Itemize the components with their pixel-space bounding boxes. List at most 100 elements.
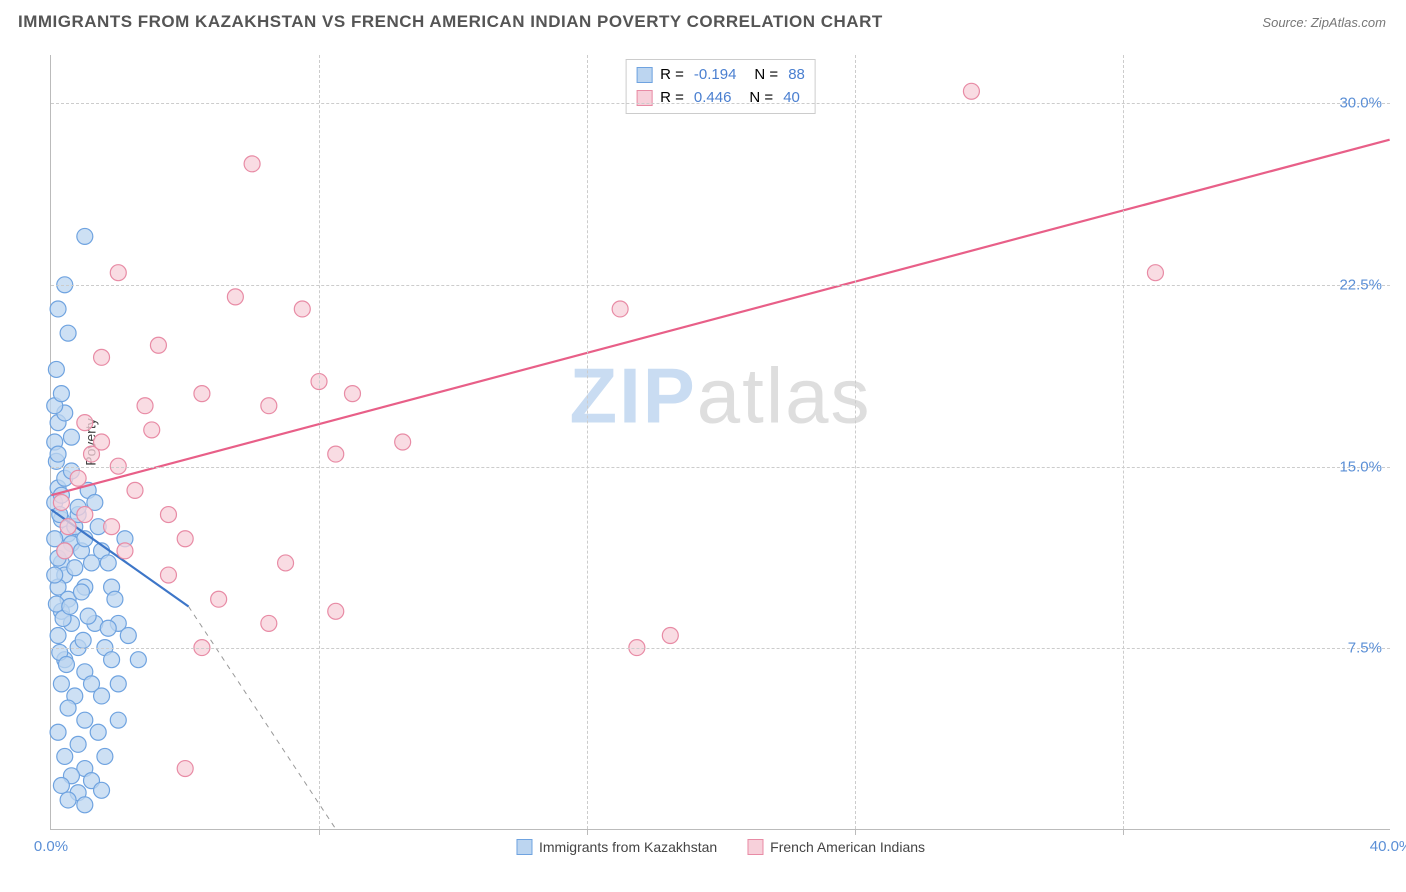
gridline-vertical [319,55,320,829]
r-value: -0.194 [694,64,737,87]
data-point [97,748,113,764]
x-tick-label: 40.0% [1370,838,1406,855]
series-legend: Immigrants from Kazakhstan French America… [516,839,925,855]
gridline-horizontal [51,103,1390,104]
data-point [50,301,66,317]
data-point [90,724,106,740]
correlation-row: R = -0.194 N = 88 [636,64,805,87]
data-point [57,543,73,559]
data-point [57,748,73,764]
legend-item: French American Indians [747,839,925,855]
data-point [117,543,133,559]
data-point [70,470,86,486]
data-point [62,598,78,614]
data-point [94,688,110,704]
data-point [48,361,64,377]
y-tick-label: 30.0% [1339,95,1382,112]
data-point [211,591,227,607]
r-label: R = [660,64,684,87]
data-point [70,736,86,752]
data-point [612,301,628,317]
data-point [328,603,344,619]
data-point [662,628,678,644]
series-swatch [747,839,763,855]
data-point [160,567,176,583]
x-tick-mark [319,829,320,835]
data-point [100,620,116,636]
legend-label: Immigrants from Kazakhstan [539,839,717,855]
data-point [144,422,160,438]
data-point [47,567,63,583]
data-point [75,632,91,648]
data-point [294,301,310,317]
data-point [77,507,93,523]
gridline-horizontal [51,285,1390,286]
data-point [120,628,136,644]
data-point [963,83,979,99]
data-point [94,782,110,798]
scatter-plot-svg [51,55,1390,829]
source-attribution: Source: ZipAtlas.com [1262,15,1386,30]
legend-item: Immigrants from Kazakhstan [516,839,717,855]
x-tick-mark [587,829,588,835]
series-swatch [636,67,652,83]
data-point [73,584,89,600]
data-point [50,446,66,462]
data-point [104,652,120,668]
data-point [110,265,126,281]
y-tick-label: 22.5% [1339,277,1382,294]
data-point [53,777,69,793]
data-point [77,797,93,813]
data-point [60,519,76,535]
data-point [244,156,260,172]
legend-label: French American Indians [770,839,925,855]
x-tick-label: 0.0% [34,838,68,855]
data-point [53,676,69,692]
data-point [344,386,360,402]
gridline-vertical [855,55,856,829]
data-point [160,507,176,523]
data-point [77,415,93,431]
trend-line [51,140,1389,496]
data-point [104,519,120,535]
data-point [110,676,126,692]
data-point [261,615,277,631]
gridline-vertical [1123,55,1124,829]
series-swatch [516,839,532,855]
data-point [194,386,210,402]
correlation-legend-box: R =-0.194N =88R =0.446N =40 [625,59,816,114]
data-point [227,289,243,305]
n-label: N = [754,64,778,87]
data-point [137,398,153,414]
x-tick-mark [855,829,856,835]
data-point [1147,265,1163,281]
r-label: R = [660,87,684,110]
data-point [58,657,74,673]
n-value: 88 [788,64,805,87]
y-tick-label: 7.5% [1348,640,1382,657]
gridline-horizontal [51,467,1390,468]
data-point [77,228,93,244]
data-point [94,434,110,450]
x-tick-mark [1123,829,1124,835]
data-point [107,591,123,607]
data-point [177,761,193,777]
data-point [60,325,76,341]
r-value: 0.446 [694,87,732,110]
n-label: N = [749,87,773,110]
data-point [395,434,411,450]
data-point [50,628,66,644]
n-value: 40 [783,87,800,110]
data-point [278,555,294,571]
gridline-horizontal [51,648,1390,649]
data-point [127,482,143,498]
data-point [53,494,69,510]
data-point [77,712,93,728]
data-point [150,337,166,353]
data-point [80,608,96,624]
gridline-vertical [587,55,588,829]
data-point [53,386,69,402]
data-point [130,652,146,668]
chart-plot-area: Poverty ZIPatlas R =-0.194N =88R =0.446N… [50,55,1390,830]
data-point [50,724,66,740]
